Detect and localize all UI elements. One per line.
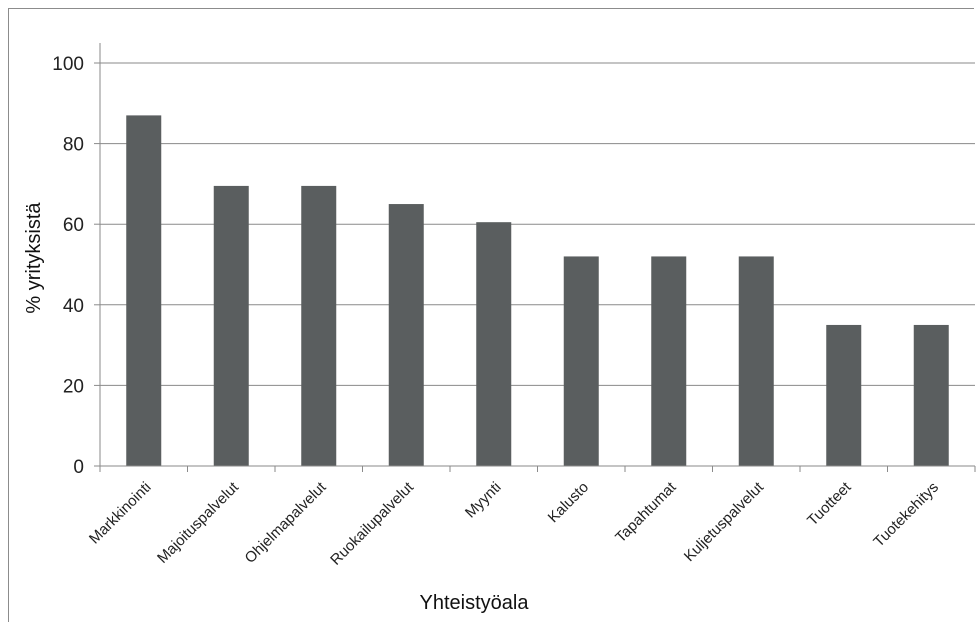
bar [213,185,249,467]
category-label: Myynti [462,479,505,522]
y-axis-title: % yrityksistä [23,202,45,314]
category-label: Ohjelmapalvelut [241,478,330,567]
category-label: Kuljetuspalvelut [681,478,768,565]
category-label: Majoituspalvelut [154,478,243,567]
bar [388,204,424,467]
y-tick-label: 40 [63,296,84,317]
category-label: Kalusto [545,479,592,526]
bar [826,324,862,466]
bars [126,115,949,467]
category-label: Tuotteet [804,478,855,529]
y-tick-label: 80 [63,135,84,156]
bar [301,185,337,467]
y-tick-labels: 0 20 40 60 80 100 [52,54,84,478]
y-tick-label: 0 [73,457,84,478]
category-label: Tapahtumat [612,478,680,546]
bar [651,256,687,466]
x-axis-title: Yhteistyöala [420,592,530,614]
category-label: Ruokailupalvelut [327,478,417,568]
category-labels: Markkinointi Majoituspalvelut Ohjelmapalve… [86,478,942,568]
y-tick-label: 20 [63,376,84,397]
category-label: Markkinointi [86,479,155,548]
bar [476,222,512,466]
y-tick-label: 60 [63,215,84,236]
bar [563,256,599,466]
x-tick-marks [99,466,976,472]
category-label: Tuotekehitys [870,479,942,551]
bar [738,256,774,466]
bar [126,115,162,466]
y-tick-label: 100 [52,54,84,75]
bar [913,324,949,466]
